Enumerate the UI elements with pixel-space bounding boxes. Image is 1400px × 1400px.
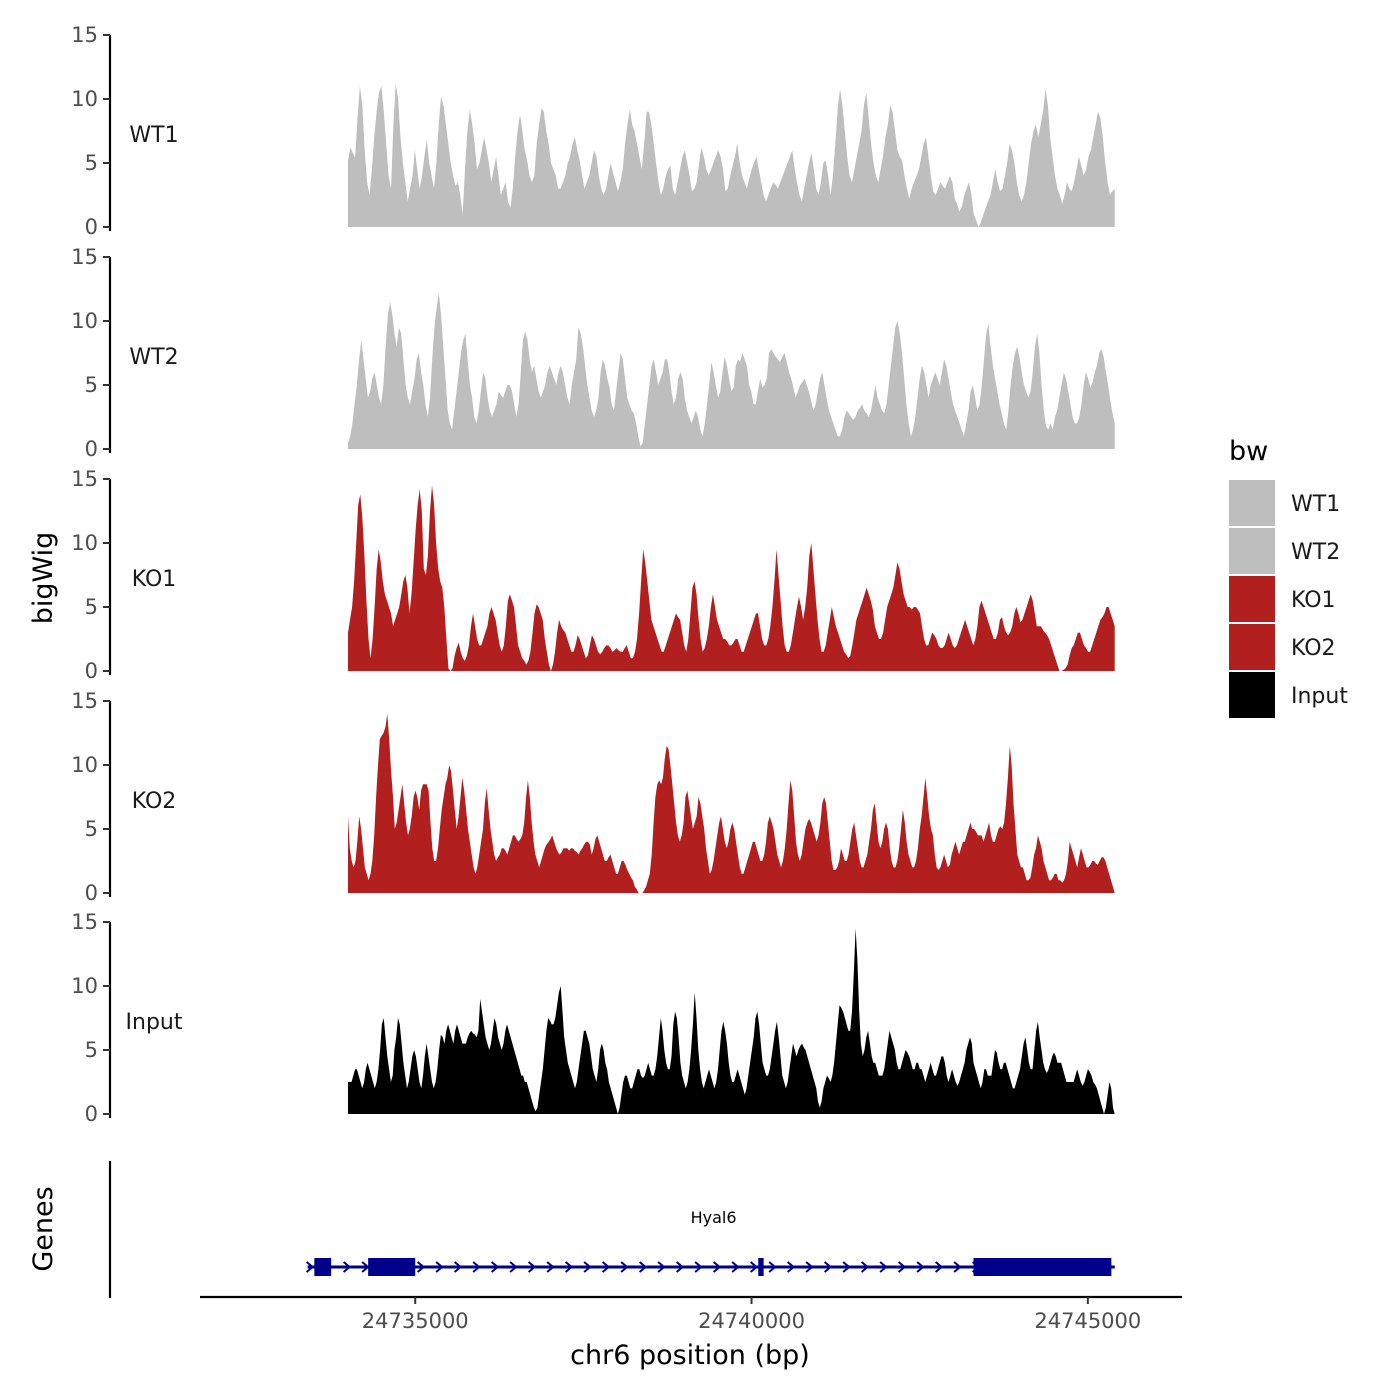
y-tick-label: 0	[85, 1102, 98, 1126]
legend-title: bw	[1229, 436, 1268, 467]
strand-arrow	[842, 1261, 851, 1273]
y-tick-label: 5	[85, 373, 98, 397]
strand-arrow	[472, 1261, 481, 1273]
legend-label-input: Input	[1291, 684, 1348, 709]
strand-arrow	[768, 1261, 777, 1273]
x-axis-title: chr6 position (bp)	[570, 1340, 810, 1371]
track-label-input: Input	[126, 1010, 183, 1035]
x-axis: 24735000 24740000 24745000	[200, 1295, 1182, 1333]
y-tick-label: 10	[71, 309, 98, 333]
strand-arrow	[564, 1261, 574, 1273]
strand-arrow	[453, 1261, 463, 1273]
y-tick-label: 15	[71, 467, 98, 491]
genes-panel: Hyal6	[108, 1161, 1115, 1298]
x-tick-label: 24740000	[698, 1309, 805, 1333]
y-tick-label: 5	[85, 595, 98, 619]
track-label-ko2: KO2	[132, 789, 177, 814]
coverage-area-wt1	[348, 83, 1115, 227]
track-wt1: 0 5 10 15 WT1	[71, 23, 1115, 239]
strand-arrow	[490, 1261, 500, 1273]
coverage-area-wt2	[348, 292, 1115, 449]
strand-arrow	[694, 1261, 703, 1273]
strand-arrow	[786, 1261, 796, 1273]
strand-arrow	[897, 1261, 907, 1273]
track-ko2: 0 5 10 15 KO2	[71, 689, 1115, 905]
genes-axis-title: Genes	[28, 1186, 59, 1271]
legend: bw WT1 WT2 KO1 KO2 Input	[1229, 436, 1348, 718]
legend-label-ko1: KO1	[1291, 588, 1336, 613]
legend-label-wt2: WT2	[1291, 540, 1340, 565]
x-tick-label: 24735000	[362, 1309, 469, 1333]
strand-arrow	[416, 1261, 426, 1273]
y-tick-label: 15	[71, 689, 98, 713]
y-tick-label: 0	[85, 437, 98, 461]
strand-arrow	[305, 1261, 315, 1273]
strand-arrow	[879, 1261, 888, 1273]
legend-key-ko2	[1229, 624, 1275, 670]
strand-arrow	[583, 1261, 592, 1273]
strand-arrow	[527, 1261, 537, 1273]
y-tick-label: 15	[71, 245, 98, 269]
strand-arrow	[823, 1261, 833, 1273]
gene-name-label: Hyal6	[691, 1208, 737, 1227]
strand-arrow	[361, 1261, 370, 1273]
strand-arrow	[435, 1261, 444, 1273]
exon	[314, 1258, 332, 1276]
coverage-tracks: 0 5 10 15 WT1 0 5 10 15 WT2 0 5 10 15 KO1 0 5 10 15 KO2 0 5 10…	[71, 23, 1115, 1126]
strand-arrow	[601, 1261, 611, 1273]
strand-arrow	[657, 1261, 666, 1273]
strand-arrow	[953, 1261, 962, 1273]
y-tick-label: 0	[85, 659, 98, 683]
strand-arrow	[934, 1261, 944, 1273]
track-label-ko1: KO1	[132, 567, 177, 592]
y-tick-label: 10	[71, 974, 98, 998]
strand-arrow	[675, 1261, 685, 1273]
track-label-wt2: WT2	[129, 345, 178, 370]
track-ko1: 0 5 10 15 KO1	[71, 467, 1115, 683]
y-tick-label: 5	[85, 1038, 98, 1062]
track-label-wt1: WT1	[129, 123, 178, 148]
legend-label-wt1: WT1	[1291, 492, 1340, 517]
strand-arrow	[546, 1261, 555, 1273]
strand-arrow	[712, 1261, 722, 1273]
y-tick-label: 5	[85, 817, 98, 841]
legend-key-input	[1229, 672, 1275, 718]
exon	[368, 1258, 416, 1276]
y-tick-label: 10	[71, 531, 98, 555]
coverage-area-input	[348, 928, 1115, 1114]
y-tick-label: 15	[71, 23, 98, 47]
track-input: 0 5 10 15 Input	[71, 910, 1115, 1126]
y-tick-label: 15	[71, 910, 98, 934]
y-tick-label: 10	[71, 753, 98, 777]
legend-label-ko2: KO2	[1291, 636, 1336, 661]
exon	[973, 1258, 1112, 1276]
strand-arrow	[731, 1261, 740, 1273]
coverage-area-ko2	[348, 713, 1115, 893]
strand-arrow	[342, 1261, 352, 1273]
legend-key-wt1	[1229, 480, 1275, 526]
coverage-area-ko1	[348, 485, 1115, 671]
track-wt2: 0 5 10 15 WT2	[71, 245, 1115, 461]
y-tick-label: 5	[85, 151, 98, 175]
y-axis-title: bigWig	[28, 532, 59, 625]
strand-arrow	[638, 1261, 648, 1273]
legend-key-wt2	[1229, 528, 1275, 574]
legend-key-ko1	[1229, 576, 1275, 622]
exon	[758, 1258, 764, 1276]
strand-arrow	[620, 1261, 629, 1273]
y-tick-label: 10	[71, 87, 98, 111]
strand-arrow	[749, 1261, 759, 1273]
strand-arrow	[805, 1261, 814, 1273]
y-tick-label: 0	[85, 881, 98, 905]
strand-arrow	[916, 1261, 925, 1273]
y-tick-label: 0	[85, 215, 98, 239]
strand-arrow	[860, 1261, 870, 1273]
x-tick-label: 24745000	[1034, 1309, 1141, 1333]
strand-arrow	[509, 1261, 518, 1273]
